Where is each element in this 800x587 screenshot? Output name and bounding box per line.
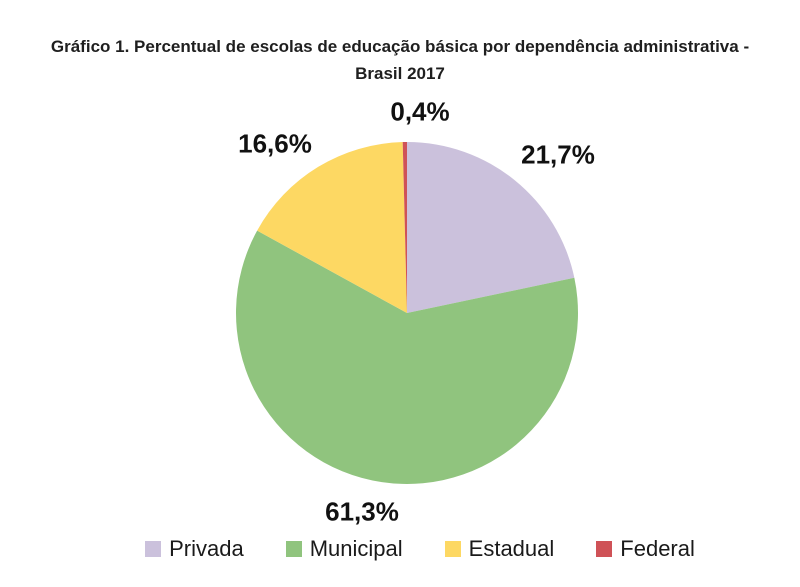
- pie-slice-estadual: [257, 142, 407, 313]
- legend-swatch-estadual: [444, 541, 461, 557]
- legend-swatch-federal: [596, 541, 613, 557]
- pie-slice-privada: [407, 142, 575, 313]
- chart-title: Gráfico 1. Percentual de escolas de educ…: [0, 33, 800, 87]
- data-label-municipal: 61,3%: [325, 496, 399, 527]
- data-label-estadual: 16,6%: [238, 128, 312, 159]
- data-label-federal: 0,4%: [390, 96, 450, 127]
- legend-item-federal: Federal: [596, 537, 695, 561]
- legend-label-estadual: Estadual: [468, 536, 555, 561]
- pie-chart: [217, 123, 597, 503]
- legend-label-privada: Privada: [169, 536, 244, 561]
- chart-legend: Privada Municipal Estadual Federal: [20, 537, 800, 561]
- chart-title-line-2: Brasil 2017: [355, 64, 445, 83]
- pie-slice-municipal: [236, 230, 578, 484]
- legend-item-privada: Privada: [145, 537, 244, 561]
- legend-swatch-municipal: [285, 541, 302, 557]
- legend-swatch-privada: [145, 541, 162, 557]
- chart-title-line-1: Gráfico 1. Percentual de escolas de educ…: [50, 37, 750, 56]
- data-label-privada: 21,7%: [521, 139, 595, 170]
- pie-svg: [236, 142, 578, 484]
- legend-item-municipal: Municipal: [285, 536, 403, 561]
- legend-label-municipal: Municipal: [309, 536, 403, 561]
- pie-slice-federal: [402, 142, 407, 313]
- legend-label-federal: Federal: [620, 536, 695, 561]
- legend-item-estadual: Estadual: [444, 536, 555, 561]
